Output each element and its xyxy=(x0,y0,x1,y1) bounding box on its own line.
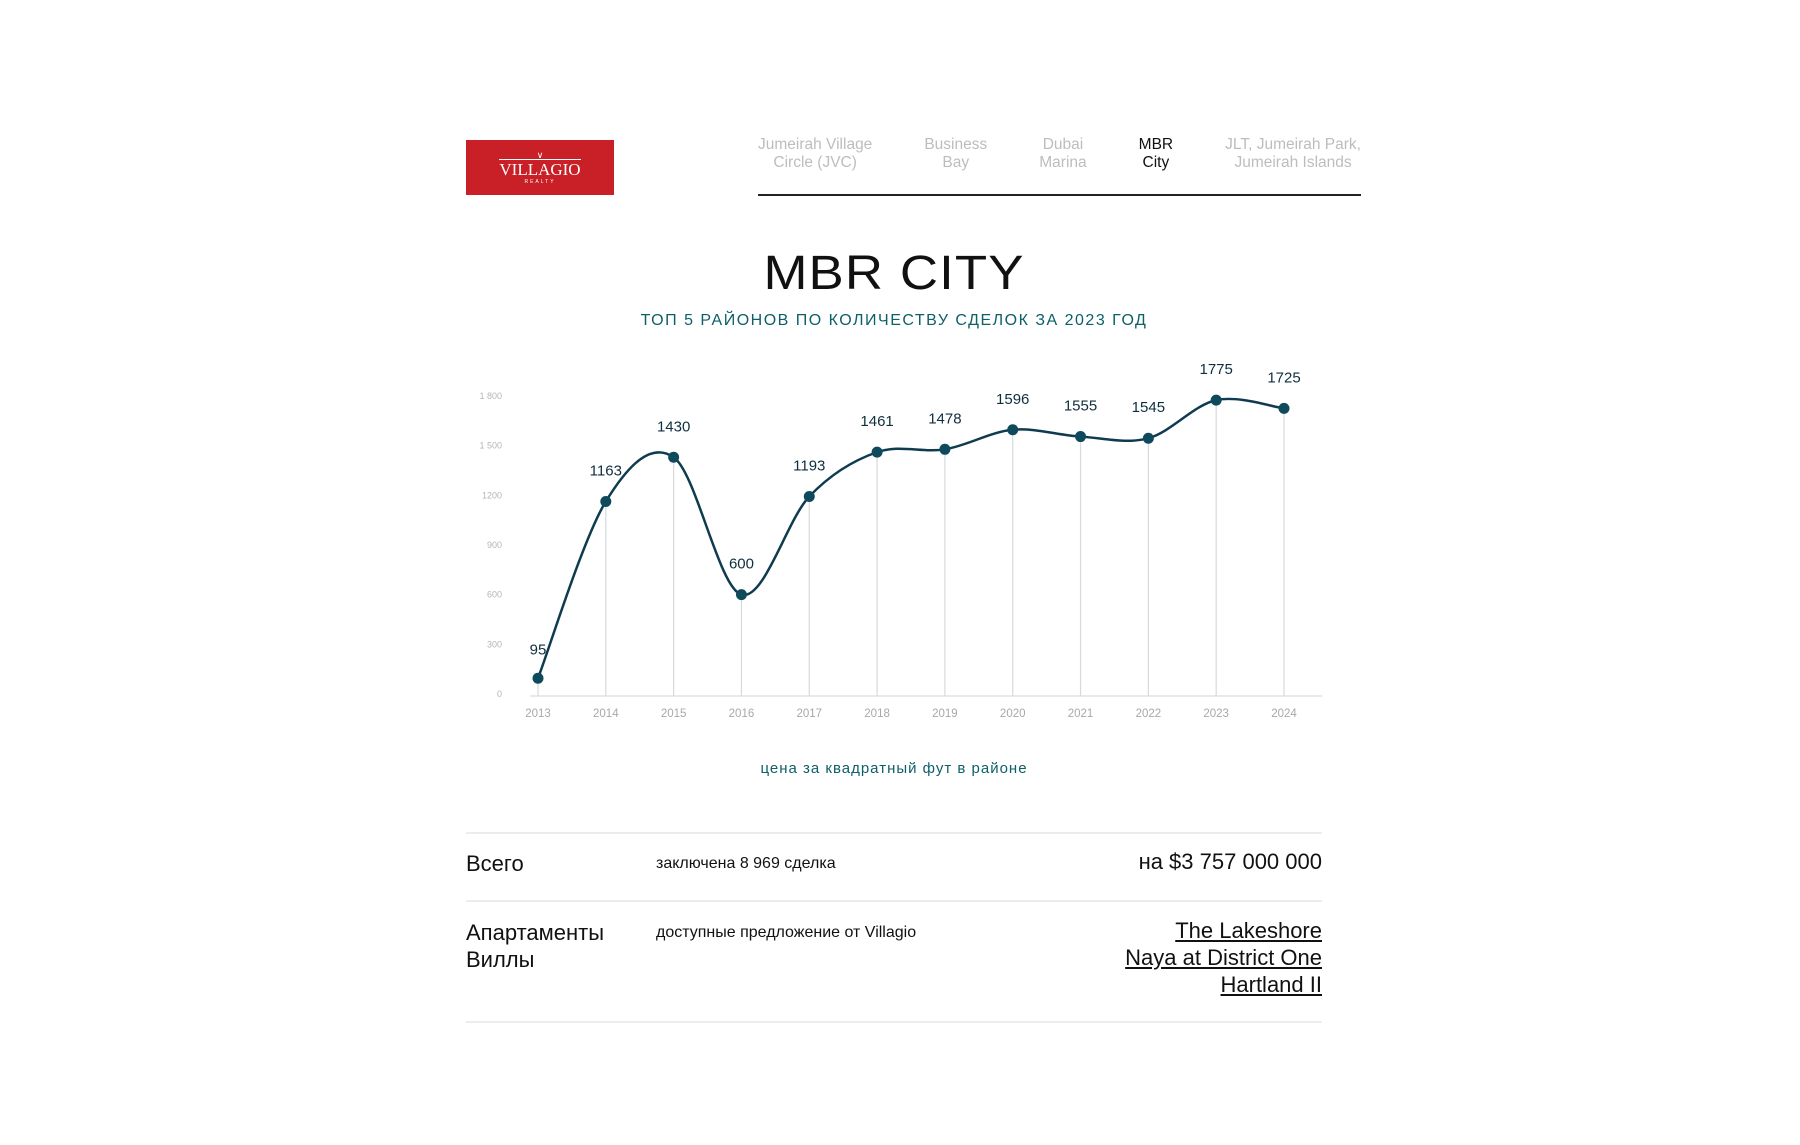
tab-label-line1: Business xyxy=(924,136,988,153)
data-point xyxy=(1007,424,1019,436)
tab-dubai-marina[interactable]: Dubai Marina xyxy=(1039,136,1086,172)
x-tick-label: 2013 xyxy=(525,708,551,720)
x-tick-label: 2016 xyxy=(729,708,755,720)
logo-sub: REALTY xyxy=(524,178,556,185)
tab-business-bay[interactable]: Business Bay xyxy=(924,136,987,172)
x-tick-label: 2023 xyxy=(1203,708,1229,720)
data-label: 1555 xyxy=(1064,398,1097,415)
link-the-lakeshore[interactable]: The Lakeshore xyxy=(1175,918,1322,943)
data-point xyxy=(735,589,747,601)
data-label: 1545 xyxy=(1132,399,1165,416)
x-tick-label: 2022 xyxy=(1136,708,1162,720)
divider xyxy=(466,900,1322,902)
link-naya-district-one[interactable]: Naya at District One xyxy=(1125,945,1322,970)
data-label: 1596 xyxy=(996,391,1029,408)
series-line xyxy=(536,397,1285,679)
data-point xyxy=(1075,431,1087,443)
tabs-underline xyxy=(758,194,1361,196)
tab-label-line1: JLT, Jumeirah Park, xyxy=(1225,136,1361,153)
data-label: 1478 xyxy=(928,410,961,427)
tab-jlt[interactable]: JLT, Jumeirah Park, Jumeirah Islands xyxy=(1225,136,1361,172)
project-links: The Lakeshore Naya at District One Hartl… xyxy=(1125,917,1322,998)
tab-label-line2: Circle (JVC) xyxy=(773,154,857,171)
data-point xyxy=(803,490,815,502)
data-label: 1163 xyxy=(590,462,622,479)
y-tick-label: 900 xyxy=(487,540,502,550)
data-point xyxy=(1210,394,1222,406)
y-tick-label: 0 xyxy=(497,689,502,699)
data-point xyxy=(1278,402,1290,414)
x-tick-label: 2017 xyxy=(796,708,822,720)
data-label: 600 xyxy=(729,556,754,573)
total-amount: на $3 757 000 000 xyxy=(1138,849,1322,874)
page-subtitle: ТОП 5 РАЙОНОВ ПО КОЛИЧЕСТВУ СДЕЛОК ЗА 20… xyxy=(640,312,1148,329)
tab-label-line2: Jumeirah Islands xyxy=(1234,154,1352,171)
y-tick-label: 1200 xyxy=(482,490,502,500)
tab-label-line2: City xyxy=(1142,154,1170,171)
data-point xyxy=(1142,432,1154,444)
page-title: MBR CITY xyxy=(763,247,1025,300)
x-tick-label: 2019 xyxy=(932,708,958,720)
link-hartland-ii[interactable]: Hartland II xyxy=(1220,972,1323,997)
y-tick-label: 1 800 xyxy=(479,391,502,401)
total-deals: заключена 8 969 сделка xyxy=(656,855,836,872)
apartments-label: Апартаменты xyxy=(466,920,605,945)
district-tabs: Jumeirah Village Circle (JVC) Business Bay… xyxy=(758,136,1361,172)
divider xyxy=(466,1021,1322,1023)
y-tick-label: 1 500 xyxy=(479,441,502,451)
divider xyxy=(466,832,1322,834)
tab-label-line1: Dubai xyxy=(1042,136,1084,153)
tab-label-line2: Bay xyxy=(942,154,970,171)
x-tick-label: 2015 xyxy=(661,708,687,720)
line-chart: 0 300 600 900 1200 1 500 1 800 2013 2014 2015 2016… xyxy=(479,361,1322,720)
chart-caption: цена за квадратный фут в районе xyxy=(760,760,1028,777)
data-label: 1430 xyxy=(657,418,690,435)
data-label: 1193 xyxy=(793,457,825,474)
tab-jvc[interactable]: Jumeirah Village Circle (JVC) xyxy=(758,136,872,172)
tab-label-line1: MBR xyxy=(1138,136,1174,153)
logo-name: VILLAGIO xyxy=(499,158,581,179)
x-tick-label: 2024 xyxy=(1271,708,1297,720)
data-point xyxy=(939,443,951,455)
villagio-logo[interactable]: ∨ VILLAGIO REALTY xyxy=(466,140,614,195)
data-point xyxy=(668,451,680,463)
y-tick-label: 600 xyxy=(487,590,502,600)
logo-chevron-icon: ∨ xyxy=(536,149,544,160)
data-point xyxy=(871,446,883,458)
tab-label-line2: Marina xyxy=(1039,154,1087,171)
y-tick-label: 300 xyxy=(487,639,502,649)
x-tick-label: 2021 xyxy=(1068,708,1094,720)
data-label: 1775 xyxy=(1199,361,1232,378)
x-tick-label: 2020 xyxy=(1000,708,1026,720)
x-tick-label: 2014 xyxy=(593,708,619,720)
data-point xyxy=(600,495,612,507)
data-label: 95 xyxy=(530,641,547,658)
data-label: 1461 xyxy=(860,413,893,430)
data-label: 1725 xyxy=(1267,369,1300,386)
x-tick-label: 2018 xyxy=(864,708,890,720)
category-label: Апартаменты Виллы xyxy=(466,919,604,973)
villas-label: Виллы xyxy=(466,947,535,972)
tab-label-line1: Jumeirah Village xyxy=(758,136,873,153)
total-label: Всего xyxy=(466,851,524,876)
offers-text: доступные предложение от Villagio xyxy=(656,924,917,941)
data-point xyxy=(532,672,544,684)
tab-mbr-city[interactable]: MBR City xyxy=(1139,136,1173,172)
